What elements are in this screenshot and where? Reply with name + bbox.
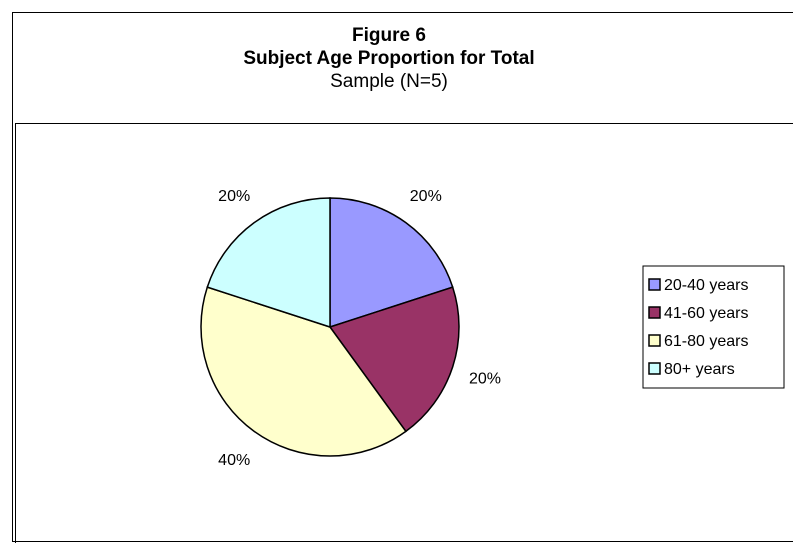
legend-label-4: 80+ years bbox=[664, 361, 735, 378]
data-label-4: 20% bbox=[218, 188, 250, 205]
chart-subtitle: Sample (N=5) bbox=[330, 71, 448, 92]
legend-box bbox=[642, 265, 785, 389]
legend-swatch-2 bbox=[648, 306, 661, 319]
data-label-1: 20% bbox=[410, 188, 442, 205]
legend-swatch-1 bbox=[648, 278, 661, 291]
data-label-3: 40% bbox=[218, 452, 250, 469]
pie-slice-2 bbox=[328, 286, 460, 433]
chart-subtitle-bold: Subject Age Proportion for Total bbox=[243, 48, 535, 69]
chart-title: Figure 6 bbox=[352, 25, 426, 46]
legend-swatch-3 bbox=[648, 334, 661, 347]
data-label-2: 20% bbox=[469, 370, 501, 387]
pie-slice-4 bbox=[206, 197, 331, 329]
legend-label-2: 41-60 years bbox=[664, 305, 749, 322]
pie-slice-3 bbox=[200, 286, 407, 457]
pie-slice-1 bbox=[329, 197, 454, 329]
chart-title-block: Figure 6 Subject Age Proportion for Tota… bbox=[12, 24, 766, 93]
pie-chart: 20% 20% 40% 20% 20-40 years 41-60 years 61-80 … bbox=[200, 188, 785, 469]
legend-label-1: 20-40 years bbox=[664, 277, 749, 294]
plot-area-frame bbox=[15, 123, 793, 543]
legend-label-3: 61-80 years bbox=[664, 333, 749, 350]
legend-swatch-4 bbox=[648, 362, 661, 375]
